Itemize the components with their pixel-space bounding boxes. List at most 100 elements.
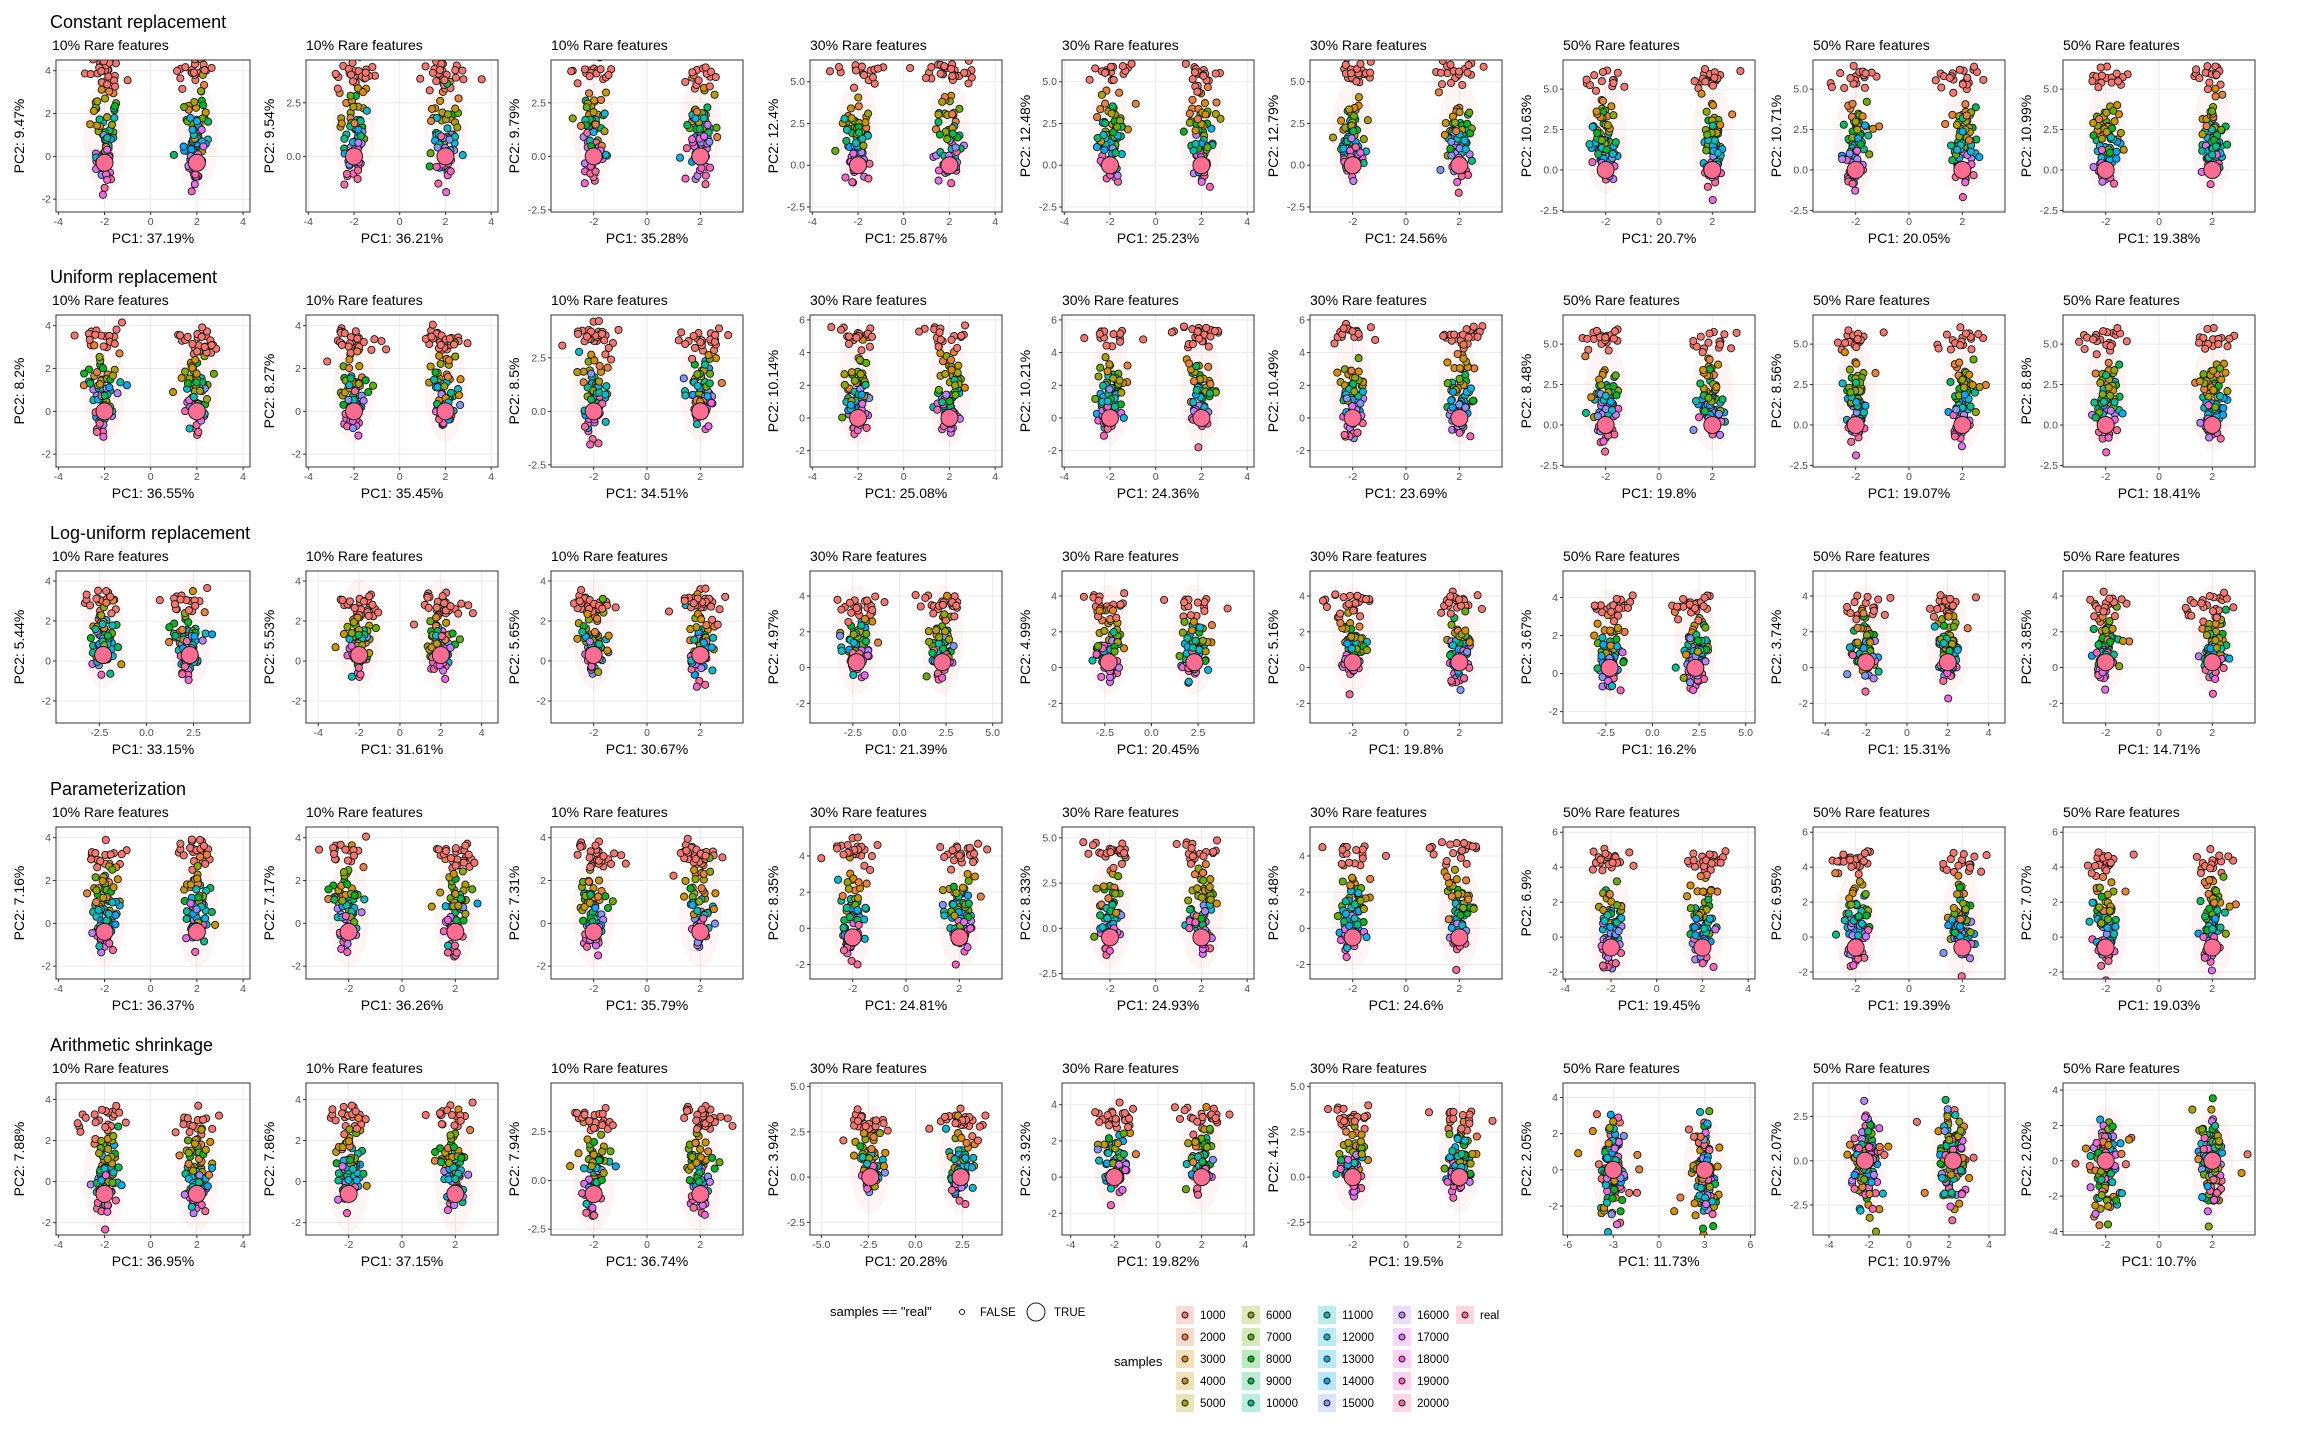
data-point	[2214, 340, 2223, 349]
data-point	[1101, 119, 1110, 128]
x-tick-label: 0	[397, 471, 403, 483]
data-point	[454, 94, 463, 103]
data-point	[98, 364, 108, 373]
x-tick-label: -2	[1601, 216, 1610, 228]
data-point	[1353, 428, 1362, 437]
data-point	[568, 114, 577, 123]
y-axis-title: PC2: 10.63%	[1518, 95, 1534, 178]
data-point	[724, 331, 733, 340]
data-point	[1960, 383, 1969, 392]
panel-subtitle: 10% Rare features	[551, 37, 668, 53]
data-point	[693, 381, 702, 390]
data-point	[1587, 393, 1596, 402]
data-point	[1949, 88, 1958, 97]
data-point	[1366, 60, 1375, 66]
data-point	[436, 359, 445, 368]
data-point	[934, 117, 943, 127]
data-point	[477, 75, 486, 84]
real-sample-point	[1596, 160, 1615, 179]
data-point	[841, 173, 850, 182]
data-point	[1460, 136, 1469, 145]
points-layer	[1582, 64, 1745, 205]
data-point	[941, 627, 950, 636]
y-tick-label: 0.0	[1042, 160, 1057, 172]
x-tick-label: 0	[397, 727, 403, 739]
data-point	[681, 339, 690, 349]
data-point	[1868, 124, 1878, 133]
y-axis-title: PC2: 9.54%	[261, 99, 277, 174]
data-point	[852, 604, 861, 613]
data-point	[464, 601, 473, 610]
data-point	[596, 65, 605, 74]
data-point	[2090, 398, 2099, 407]
real-sample-point	[584, 646, 603, 664]
data-point	[1127, 60, 1136, 68]
data-point	[2211, 92, 2220, 101]
real-sample-point	[1953, 160, 1972, 179]
data-point	[1955, 358, 1964, 367]
data-point	[1212, 98, 1221, 107]
data-point	[1851, 186, 1860, 195]
y-tick-label: 5.0	[1042, 76, 1057, 88]
panel-subtitle: 50% Rare features	[1813, 292, 1930, 308]
y-tick-label: -2.5	[1790, 205, 1808, 217]
panel-subtitle: 50% Rare features	[1563, 292, 1680, 308]
data-point	[1328, 133, 1338, 142]
data-point	[1211, 69, 1220, 78]
data-point	[190, 97, 199, 107]
data-point	[2201, 344, 2210, 353]
row-title: Uniform replacement	[50, 267, 217, 287]
x-tick-label: 0.0	[139, 727, 154, 739]
data-point	[690, 343, 700, 352]
data-point	[1102, 341, 1111, 350]
data-point	[598, 594, 607, 603]
data-point	[1728, 110, 1737, 119]
y-tick-label: 0.0	[531, 151, 546, 163]
data-point	[424, 603, 433, 612]
data-point	[1946, 377, 1955, 387]
data-point	[948, 110, 957, 119]
data-point	[448, 629, 457, 638]
x-tick-label: 0	[1656, 471, 1662, 483]
data-point	[1958, 375, 1967, 384]
data-point	[347, 628, 356, 638]
data-point	[1968, 380, 1977, 390]
data-point	[1597, 77, 1606, 86]
data-point	[1101, 99, 1110, 108]
data-point	[1613, 68, 1622, 77]
data-point	[445, 135, 454, 144]
data-point	[113, 643, 123, 652]
x-axis-title: PC1: 31.61%	[361, 741, 444, 757]
data-point	[331, 69, 340, 78]
data-point	[1116, 329, 1125, 338]
x-axis-title: PC1: 18.41%	[2118, 485, 2201, 501]
data-point	[1871, 369, 1880, 378]
data-point	[704, 422, 713, 431]
y-tick-label: 2	[799, 380, 805, 392]
data-point	[350, 119, 359, 128]
data-point	[827, 323, 836, 332]
y-tick-label: 2.5	[1290, 118, 1305, 130]
x-axis-title: PC1: 24.36%	[1117, 485, 1200, 501]
data-point	[2209, 366, 2218, 375]
data-point	[1965, 370, 1974, 379]
data-point	[921, 73, 930, 83]
data-point	[168, 388, 178, 397]
data-point	[2203, 85, 2212, 94]
data-point	[348, 60, 357, 67]
y-tick-label: 0	[295, 656, 301, 668]
y-tick-label: -2.5	[1287, 201, 1305, 213]
panel-subtitle: 10% Rare features	[306, 548, 423, 564]
data-point	[437, 132, 446, 141]
data-point	[1185, 109, 1194, 118]
data-point	[825, 67, 835, 76]
data-point	[1611, 138, 1620, 147]
panel: 30% Rare features-4 -2 0 2 4-2.50.02.55.0PC1…	[1017, 37, 1255, 246]
real-sample-point	[2096, 415, 2115, 434]
data-point	[1612, 391, 1621, 400]
data-point	[574, 329, 583, 339]
data-point	[1703, 182, 1712, 191]
data-point	[1466, 129, 1475, 138]
